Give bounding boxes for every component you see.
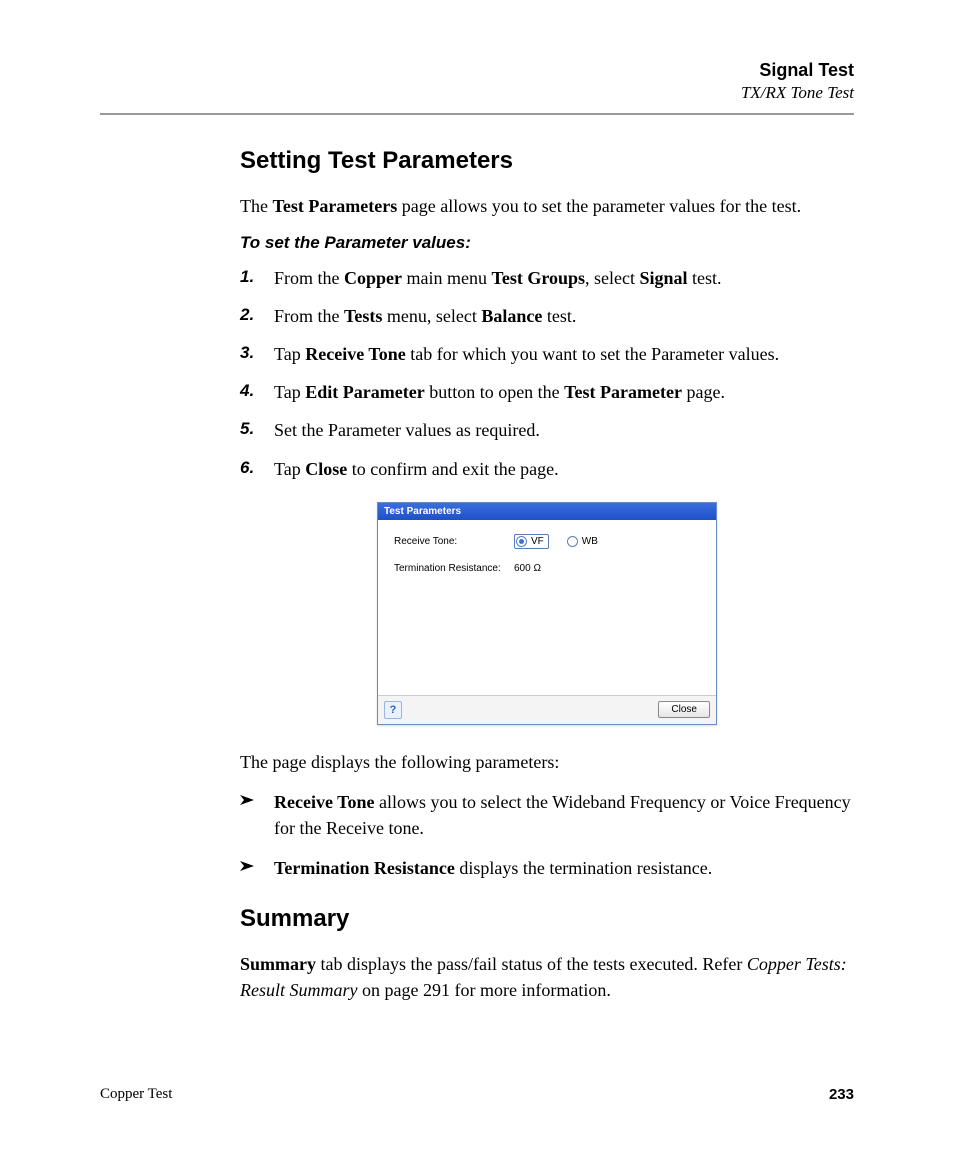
text: page. xyxy=(682,382,725,402)
page-header: Signal Test TX/RX Tone Test xyxy=(100,60,854,115)
help-icon: ? xyxy=(390,704,397,716)
header-divider xyxy=(100,113,854,115)
text: , select xyxy=(585,268,639,288)
step-item: 2. From the Tests menu, select Balance t… xyxy=(240,303,854,329)
bullet-item: Receive Tone allows you to select the Wi… xyxy=(240,789,854,841)
text: page allows you to set the parameter val… xyxy=(397,196,801,216)
text-bold: Edit Parameter xyxy=(305,382,424,402)
text-bold: Summary xyxy=(240,954,316,974)
text: to confirm and exit the page. xyxy=(347,459,558,479)
page-footer: Copper Test 233 xyxy=(100,1086,854,1103)
text: tab for which you want to set the Parame… xyxy=(406,344,779,364)
text: test. xyxy=(542,306,576,326)
summary-paragraph: Summary tab displays the pass/fail statu… xyxy=(240,951,854,1003)
text: test. xyxy=(688,268,722,288)
arrow-icon xyxy=(240,793,258,807)
text-bold: Signal xyxy=(640,268,688,288)
text-bold: Test Parameter xyxy=(564,382,682,402)
param-row-receive-tone: Receive Tone: VF WB xyxy=(394,534,700,549)
section-heading-parameters: Setting Test Parameters xyxy=(240,147,854,175)
radio-vf[interactable]: VF xyxy=(514,534,549,549)
post-screenshot-text: The page displays the following paramete… xyxy=(240,749,854,775)
section-heading-summary: Summary xyxy=(240,905,854,933)
page-content: Setting Test Parameters The Test Paramet… xyxy=(100,147,854,1003)
text-bold: Test Parameters xyxy=(272,196,397,216)
step-item: 6. Tap Close to confirm and exit the pag… xyxy=(240,456,854,482)
step-item: 1. From the Copper main menu Test Groups… xyxy=(240,265,854,291)
text: main menu xyxy=(402,268,491,288)
window-body: Receive Tone: VF WB Termination Resistan… xyxy=(378,520,716,695)
steps-list: 1. From the Copper main menu Test Groups… xyxy=(240,265,854,482)
chapter-title: Signal Test xyxy=(100,60,854,81)
step-number: 2. xyxy=(240,303,254,328)
text: The xyxy=(240,196,272,216)
param-row-termination: Termination Resistance: 600 Ω xyxy=(394,563,700,574)
text-bold: Close xyxy=(305,459,347,479)
text: From the xyxy=(274,306,344,326)
step-number: 5. xyxy=(240,417,254,442)
page-number: 233 xyxy=(829,1086,854,1103)
text: Set the Parameter values as required. xyxy=(274,420,540,440)
step-item: 4. Tap Edit Parameter button to open the… xyxy=(240,379,854,405)
text-bold: Test Groups xyxy=(491,268,585,288)
text-bold: Receive Tone xyxy=(274,792,375,812)
text: From the xyxy=(274,268,344,288)
intro-paragraph: The Test Parameters page allows you to s… xyxy=(240,193,854,219)
text-bold: Tests xyxy=(344,306,382,326)
param-label: Receive Tone: xyxy=(394,536,514,547)
instruction-label: To set the Parameter values: xyxy=(240,233,854,253)
bullet-item: Termination Resistance displays the term… xyxy=(240,855,854,881)
text: Tap xyxy=(274,344,305,364)
step-number: 1. xyxy=(240,265,254,290)
parameter-bullets: Receive Tone allows you to select the Wi… xyxy=(240,789,854,881)
radio-label: VF xyxy=(531,536,544,547)
text: tab displays the pass/fail status of the… xyxy=(316,954,747,974)
param-label: Termination Resistance: xyxy=(394,563,514,574)
step-item: 5. Set the Parameter values as required. xyxy=(240,417,854,443)
text: menu, select xyxy=(382,306,481,326)
window-footer: ? Close xyxy=(378,695,716,724)
window-titlebar: Test Parameters xyxy=(378,503,716,520)
text: on page 291 for more information. xyxy=(357,980,610,1000)
radio-label: WB xyxy=(582,536,598,547)
param-value: 600 Ω xyxy=(514,563,541,574)
step-number: 3. xyxy=(240,341,254,366)
text-bold: Receive Tone xyxy=(305,344,406,364)
radio-dot-icon xyxy=(516,536,527,547)
text: Tap xyxy=(274,459,305,479)
text: Tap xyxy=(274,382,305,402)
text-bold: Termination Resistance xyxy=(274,858,455,878)
text: displays the termination resistance. xyxy=(455,858,712,878)
help-button[interactable]: ? xyxy=(384,701,402,719)
close-button[interactable]: Close xyxy=(658,701,710,718)
step-number: 6. xyxy=(240,456,254,481)
footer-left: Copper Test xyxy=(100,1086,172,1103)
text: button to open the xyxy=(425,382,564,402)
step-number: 4. xyxy=(240,379,254,404)
radio-wb[interactable]: WB xyxy=(567,536,598,547)
arrow-icon xyxy=(240,859,258,873)
radio-dot-icon xyxy=(567,536,578,547)
step-item: 3. Tap Receive Tone tab for which you wa… xyxy=(240,341,854,367)
embedded-screenshot: Test Parameters Receive Tone: VF WB Term… xyxy=(377,502,717,725)
text-bold: Balance xyxy=(481,306,542,326)
text-bold: Copper xyxy=(344,268,402,288)
chapter-subtitle: TX/RX Tone Test xyxy=(100,83,854,103)
